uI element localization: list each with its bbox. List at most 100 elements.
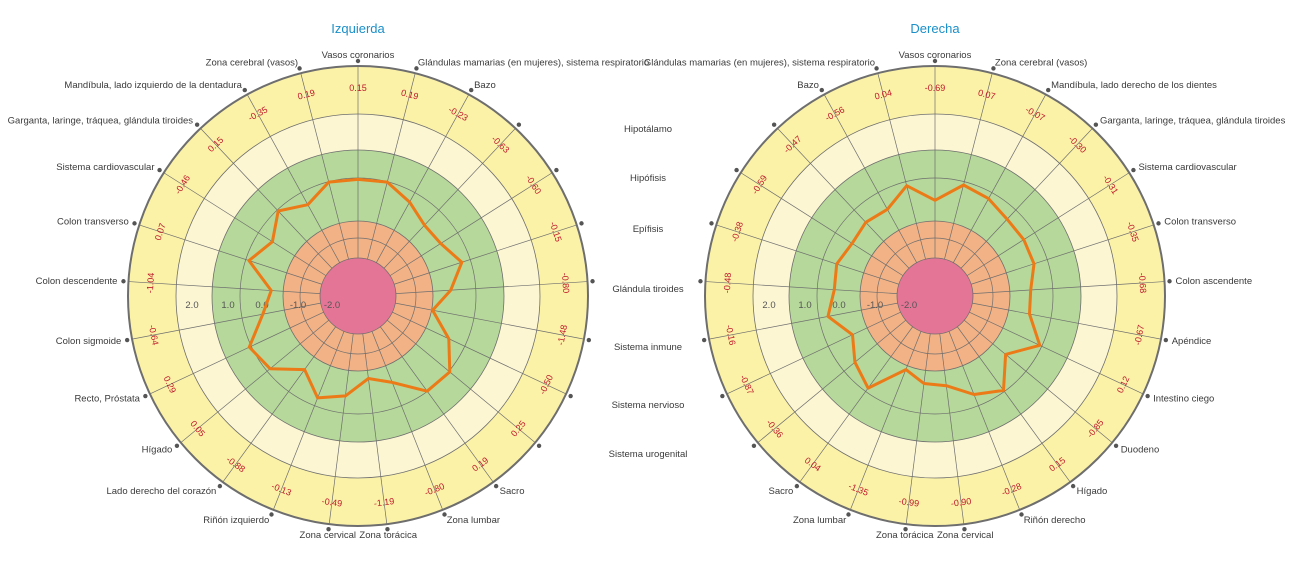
spoke (905, 333, 931, 525)
category-label: Sacro (500, 486, 525, 497)
spoke (246, 94, 341, 263)
category-dot (1070, 483, 1076, 489)
chart-title: Izquierda (331, 21, 385, 36)
category-dot (493, 483, 499, 489)
category-dot (1156, 221, 1161, 226)
spoke (740, 172, 904, 276)
spoke (395, 281, 588, 294)
category-dot (385, 526, 390, 532)
radial-tick-label: 2.0 (185, 300, 198, 311)
value-label: -0.16 (724, 324, 738, 346)
value-label: -0.49 (321, 496, 343, 508)
category-dot (1167, 279, 1172, 284)
series-line (826, 183, 1042, 396)
category-label: Zona lumbar (447, 515, 500, 526)
middle-label: Epífisis (633, 224, 664, 235)
spoke (387, 319, 536, 443)
category-dot (442, 512, 447, 517)
category-label: Bazo (474, 80, 496, 91)
category-label: Hígado (142, 445, 173, 456)
middle-category-labels: Hipotálamo Hipófisis Epífisis Glándula tiro… (609, 124, 688, 460)
spoke (395, 302, 584, 340)
category-dot (720, 393, 725, 399)
spoke (180, 319, 329, 443)
category-dot (698, 279, 703, 284)
middle-label: Sistema urogenital (609, 449, 688, 460)
category-dot (991, 66, 996, 71)
radial-tick-label: -1.0 (290, 300, 306, 311)
category-dot (932, 58, 938, 64)
category-dot (132, 221, 137, 226)
spoke (383, 128, 516, 269)
category-dot (297, 66, 302, 71)
value-label: -0.69 (925, 83, 946, 93)
category-label: Zona cervical (937, 530, 994, 541)
value-label: 0.19 (297, 88, 316, 102)
value-label: 0.15 (349, 83, 367, 93)
category-label: Glándulas mamarias (en mujeres), sistema… (418, 58, 649, 69)
middle-label: Hipófisis (630, 173, 666, 184)
middle-label: Sistema nervioso (612, 400, 685, 411)
category-dot (586, 337, 592, 343)
radial-tick-label: -2.0 (901, 300, 917, 311)
center-ring (319, 257, 397, 335)
spoke (149, 311, 324, 395)
category-label: Lado derecho del corazón (106, 486, 216, 497)
category-dot (579, 221, 584, 226)
middle-label: Hipotálamo (624, 124, 672, 135)
category-label: Zona lumbar (793, 515, 846, 526)
category-dot (794, 483, 800, 489)
category-dot (326, 526, 331, 532)
value-label: -1.19 (373, 496, 395, 508)
spoke (375, 94, 470, 263)
category-label: Sistema cardiovascular (1138, 162, 1236, 173)
spoke (362, 333, 388, 525)
category-dot (1163, 337, 1169, 343)
category-label: Zona cerebral (vasos) (995, 58, 1087, 69)
spoke (939, 333, 965, 525)
category-dot (355, 58, 361, 64)
left-radar-chart: Izquierda Vasos coronarios 0.15 Glándulas m… (8, 21, 650, 541)
category-label: Riñón izquierdo (203, 515, 269, 526)
value-label: 0.19 (400, 88, 419, 102)
category-dot (1113, 443, 1119, 448)
value-label: -1.04 (145, 272, 156, 293)
value-label: 0.04 (874, 88, 893, 102)
category-dot (709, 221, 714, 226)
spoke (777, 128, 910, 269)
category-dot (269, 512, 274, 517)
category-dot (469, 87, 474, 93)
spoke (957, 326, 1071, 483)
category-label: Zona torácica (876, 530, 934, 541)
spoke (960, 128, 1093, 269)
category-label: Hígado (1077, 486, 1108, 497)
category-dot (174, 443, 180, 448)
category-dot (194, 122, 200, 127)
category-label: Glándulas mamarias (en mujeres), sistema… (644, 58, 875, 69)
spoke (850, 331, 922, 510)
category-label: Vasos coronarios (322, 50, 395, 61)
radial-tick-label: 0.0 (832, 300, 845, 311)
spoke (944, 73, 993, 260)
spoke (716, 224, 899, 285)
value-label: -0.90 (950, 496, 972, 508)
category-dot (846, 512, 851, 517)
middle-label: Glándula tiroides (612, 284, 684, 295)
chart-title: Derecha (910, 21, 960, 36)
category-dot (143, 393, 148, 399)
category-label: Recto, Próstata (74, 394, 140, 405)
spoke (972, 302, 1161, 340)
category-label: Colon ascendente (1176, 276, 1253, 287)
category-label: Zona cerebral (vasos) (206, 58, 298, 69)
value-label: -0.67 (1132, 324, 1146, 346)
category-label: Intestino ciego (1153, 394, 1214, 405)
spoke (952, 94, 1047, 263)
category-dot (874, 66, 879, 71)
category-dot (819, 87, 824, 93)
spoke (128, 281, 321, 294)
category-dot (903, 526, 908, 532)
category-dot (1093, 122, 1099, 127)
spoke (394, 224, 577, 285)
category-dot (414, 66, 419, 71)
spoke (132, 302, 321, 340)
